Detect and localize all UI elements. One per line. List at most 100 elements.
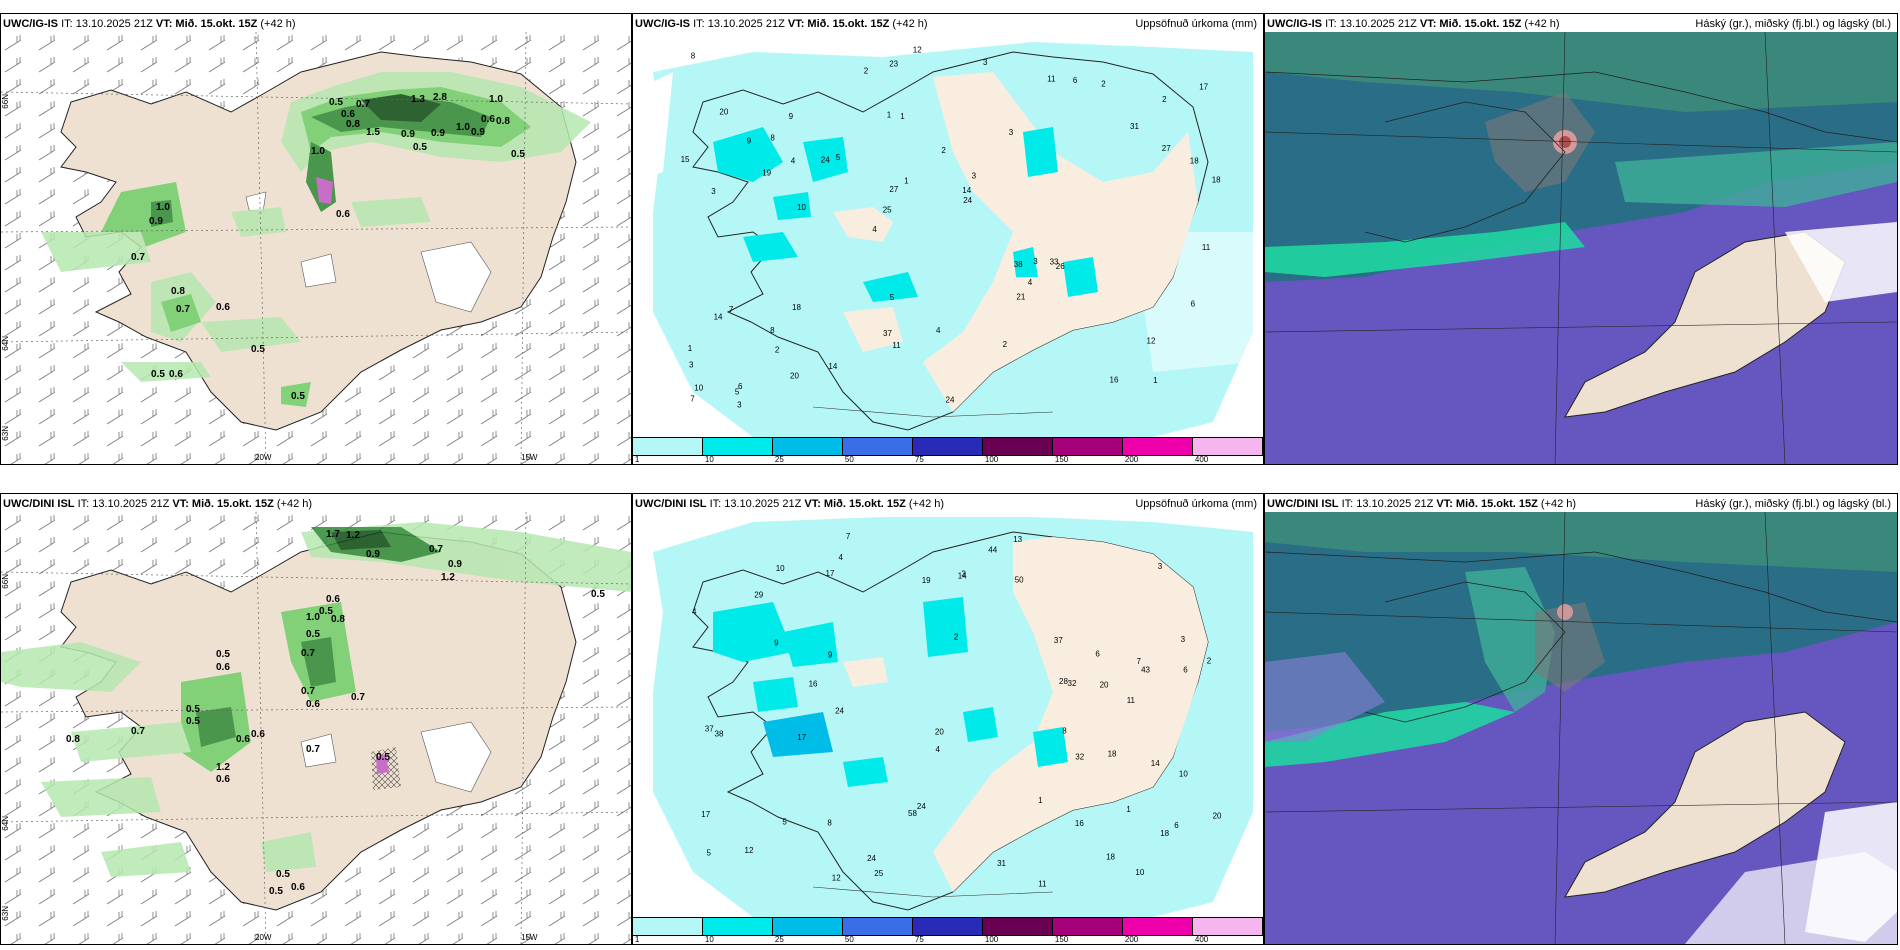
value-label: 0.5 <box>329 97 343 108</box>
precip-value: 27 <box>889 185 898 194</box>
init-time: IT: 13.10.2025 21Z <box>1325 18 1417 30</box>
value-label: 1.0 <box>306 612 320 623</box>
value-label: 0.8 <box>331 614 345 625</box>
value-label: 0.8 <box>346 119 360 130</box>
colorbar-segment <box>983 438 1053 455</box>
cloud-cover-map <box>1265 512 1897 944</box>
model-name: UWC/IG-IS <box>3 18 58 30</box>
model-name: UWC/DINI ISL <box>3 498 75 510</box>
precip-value: 5 <box>782 817 787 826</box>
precip-value: 10 <box>1135 868 1144 877</box>
precip-value: 5 <box>735 387 740 396</box>
precip-value: 24 <box>946 396 955 405</box>
precip-value: 37 <box>1054 636 1063 645</box>
precip-value: 11 <box>1047 75 1056 84</box>
value-label: 0.9 <box>431 128 445 139</box>
model-name: UWC/DINI ISL <box>635 498 707 510</box>
precip-value: 8 <box>770 134 775 143</box>
value-label: 0.9 <box>448 559 462 570</box>
model-name: UWC/DINI ISL <box>1267 498 1339 510</box>
wind-precip-map: 1.7 1.2 0.9 0.7 0.9 1.2 0.5 0.6 0.5 1.0 … <box>1 512 631 944</box>
precip-value: 16 <box>1110 376 1119 385</box>
panel-header: UWC/IG-IS IT: 13.10.2025 21Z VT: Mið. 15… <box>1267 18 1560 30</box>
wind-precip-map: 0.5 0.6 0.7 0.8 0.9 1.0 1.3 2.8 1.5 0.5 … <box>1 32 631 464</box>
precip-value: 14 <box>828 362 837 371</box>
precip-value: 3 <box>1033 257 1038 266</box>
precip-value: 18 <box>1108 749 1117 758</box>
panel-title: Háský (gr.), miðský (fj.bl.) og lágský (… <box>1695 498 1891 510</box>
precip-value: 3 <box>1009 128 1014 137</box>
precip-value: 2 <box>864 66 869 75</box>
precip-colorbar: 1 10 25 50 75 100 150 200 400 <box>633 917 1263 944</box>
precip-value: 10 <box>776 564 785 573</box>
lon-label-15w: 15W <box>521 453 538 462</box>
precip-value: 31 <box>1130 122 1139 131</box>
value-label: 0.9 <box>401 129 415 140</box>
precip-value: 38 <box>1014 260 1023 269</box>
precip-value: 3 <box>1158 562 1163 571</box>
precip-value: 1 <box>887 111 892 120</box>
value-label: 0.5 <box>269 886 283 897</box>
precip-value: 28 <box>1059 677 1068 686</box>
precip-value: 2 <box>1101 79 1106 88</box>
precip-value: 8 <box>691 52 696 61</box>
value-label: 0.6 <box>341 109 355 120</box>
value-label: 0.8 <box>496 116 510 127</box>
colorbar-tick: 75 <box>914 455 924 464</box>
panel-title: Háský (gr.), miðský (fj.bl.) og lágský (… <box>1695 18 1891 30</box>
precip-value: 11 <box>892 341 901 350</box>
precip-value: 6 <box>738 382 743 391</box>
precip-value: 2 <box>941 146 946 155</box>
colorbar-segment <box>703 918 773 935</box>
valid-time: VT: Mið. 15.okt. 15Z <box>804 498 906 510</box>
precip-value: 12 <box>745 846 754 855</box>
value-label: 1.3 <box>411 94 425 105</box>
precip-value: 18 <box>1106 853 1115 862</box>
panel-header: UWC/IG-IS IT: 13.10.2025 21Z VT: Mið. 15… <box>3 18 296 30</box>
precip-value: 1 <box>1126 805 1131 814</box>
value-label: 0.7 <box>301 686 315 697</box>
value-label: 0.5 <box>319 606 333 617</box>
precip-value: 6 <box>1183 665 1188 674</box>
precip-value: 11 <box>1202 243 1211 252</box>
precip-value: 24 <box>835 707 844 716</box>
precip-value: 12 <box>832 874 841 883</box>
model-name: UWC/IG-IS <box>635 18 690 30</box>
value-label: 0.7 <box>356 99 370 110</box>
valid-time: VT: Mið. 15.okt. 15Z <box>155 18 258 30</box>
precip-value: 32 <box>1068 679 1077 688</box>
precip-value: 4 <box>936 326 941 335</box>
precip-value: 1 <box>1153 376 1158 385</box>
precip-value: 14 <box>958 571 967 580</box>
colorbar-segment <box>773 918 843 935</box>
lon-label-20w: 20W <box>255 453 272 462</box>
precip-value: 31 <box>997 859 1006 868</box>
precip-value: 24 <box>917 802 926 811</box>
valid-time: VT: Mið. 15.okt. 15Z <box>1419 18 1522 30</box>
precip-value: 7 <box>846 532 851 541</box>
precip-value: 24 <box>821 156 830 165</box>
value-label: 1.5 <box>366 127 380 138</box>
init-time: IT: 13.10.2025 21Z <box>709 498 802 510</box>
value-label: 0.8 <box>66 734 80 745</box>
value-label: 0.5 <box>186 704 200 715</box>
value-label: 0.7 <box>429 544 443 555</box>
init-time: IT: 13.10.2025 21Z <box>77 498 170 510</box>
precip-value: 44 <box>988 546 997 555</box>
precip-value: 21 <box>1016 292 1025 301</box>
precip-value: 4 <box>1028 278 1033 287</box>
value-label: 0.6 <box>481 114 495 125</box>
precip-value: 5 <box>890 293 895 302</box>
precip-value: 9 <box>774 638 779 647</box>
precip-value: 19 <box>762 169 771 178</box>
precip-value: 11 <box>1038 880 1047 889</box>
value-label: 1.0 <box>456 122 470 133</box>
precip-value: 26 <box>1056 262 1065 271</box>
precip-value: 1 <box>688 344 693 353</box>
lead-time: (+42 h) <box>1540 498 1577 510</box>
precip-value: 18 <box>1212 175 1221 184</box>
precip-value: 12 <box>1147 337 1156 346</box>
precip-value: 16 <box>809 679 818 688</box>
precip-value: 8 <box>827 819 832 828</box>
value-label: 0.5 <box>413 142 427 153</box>
